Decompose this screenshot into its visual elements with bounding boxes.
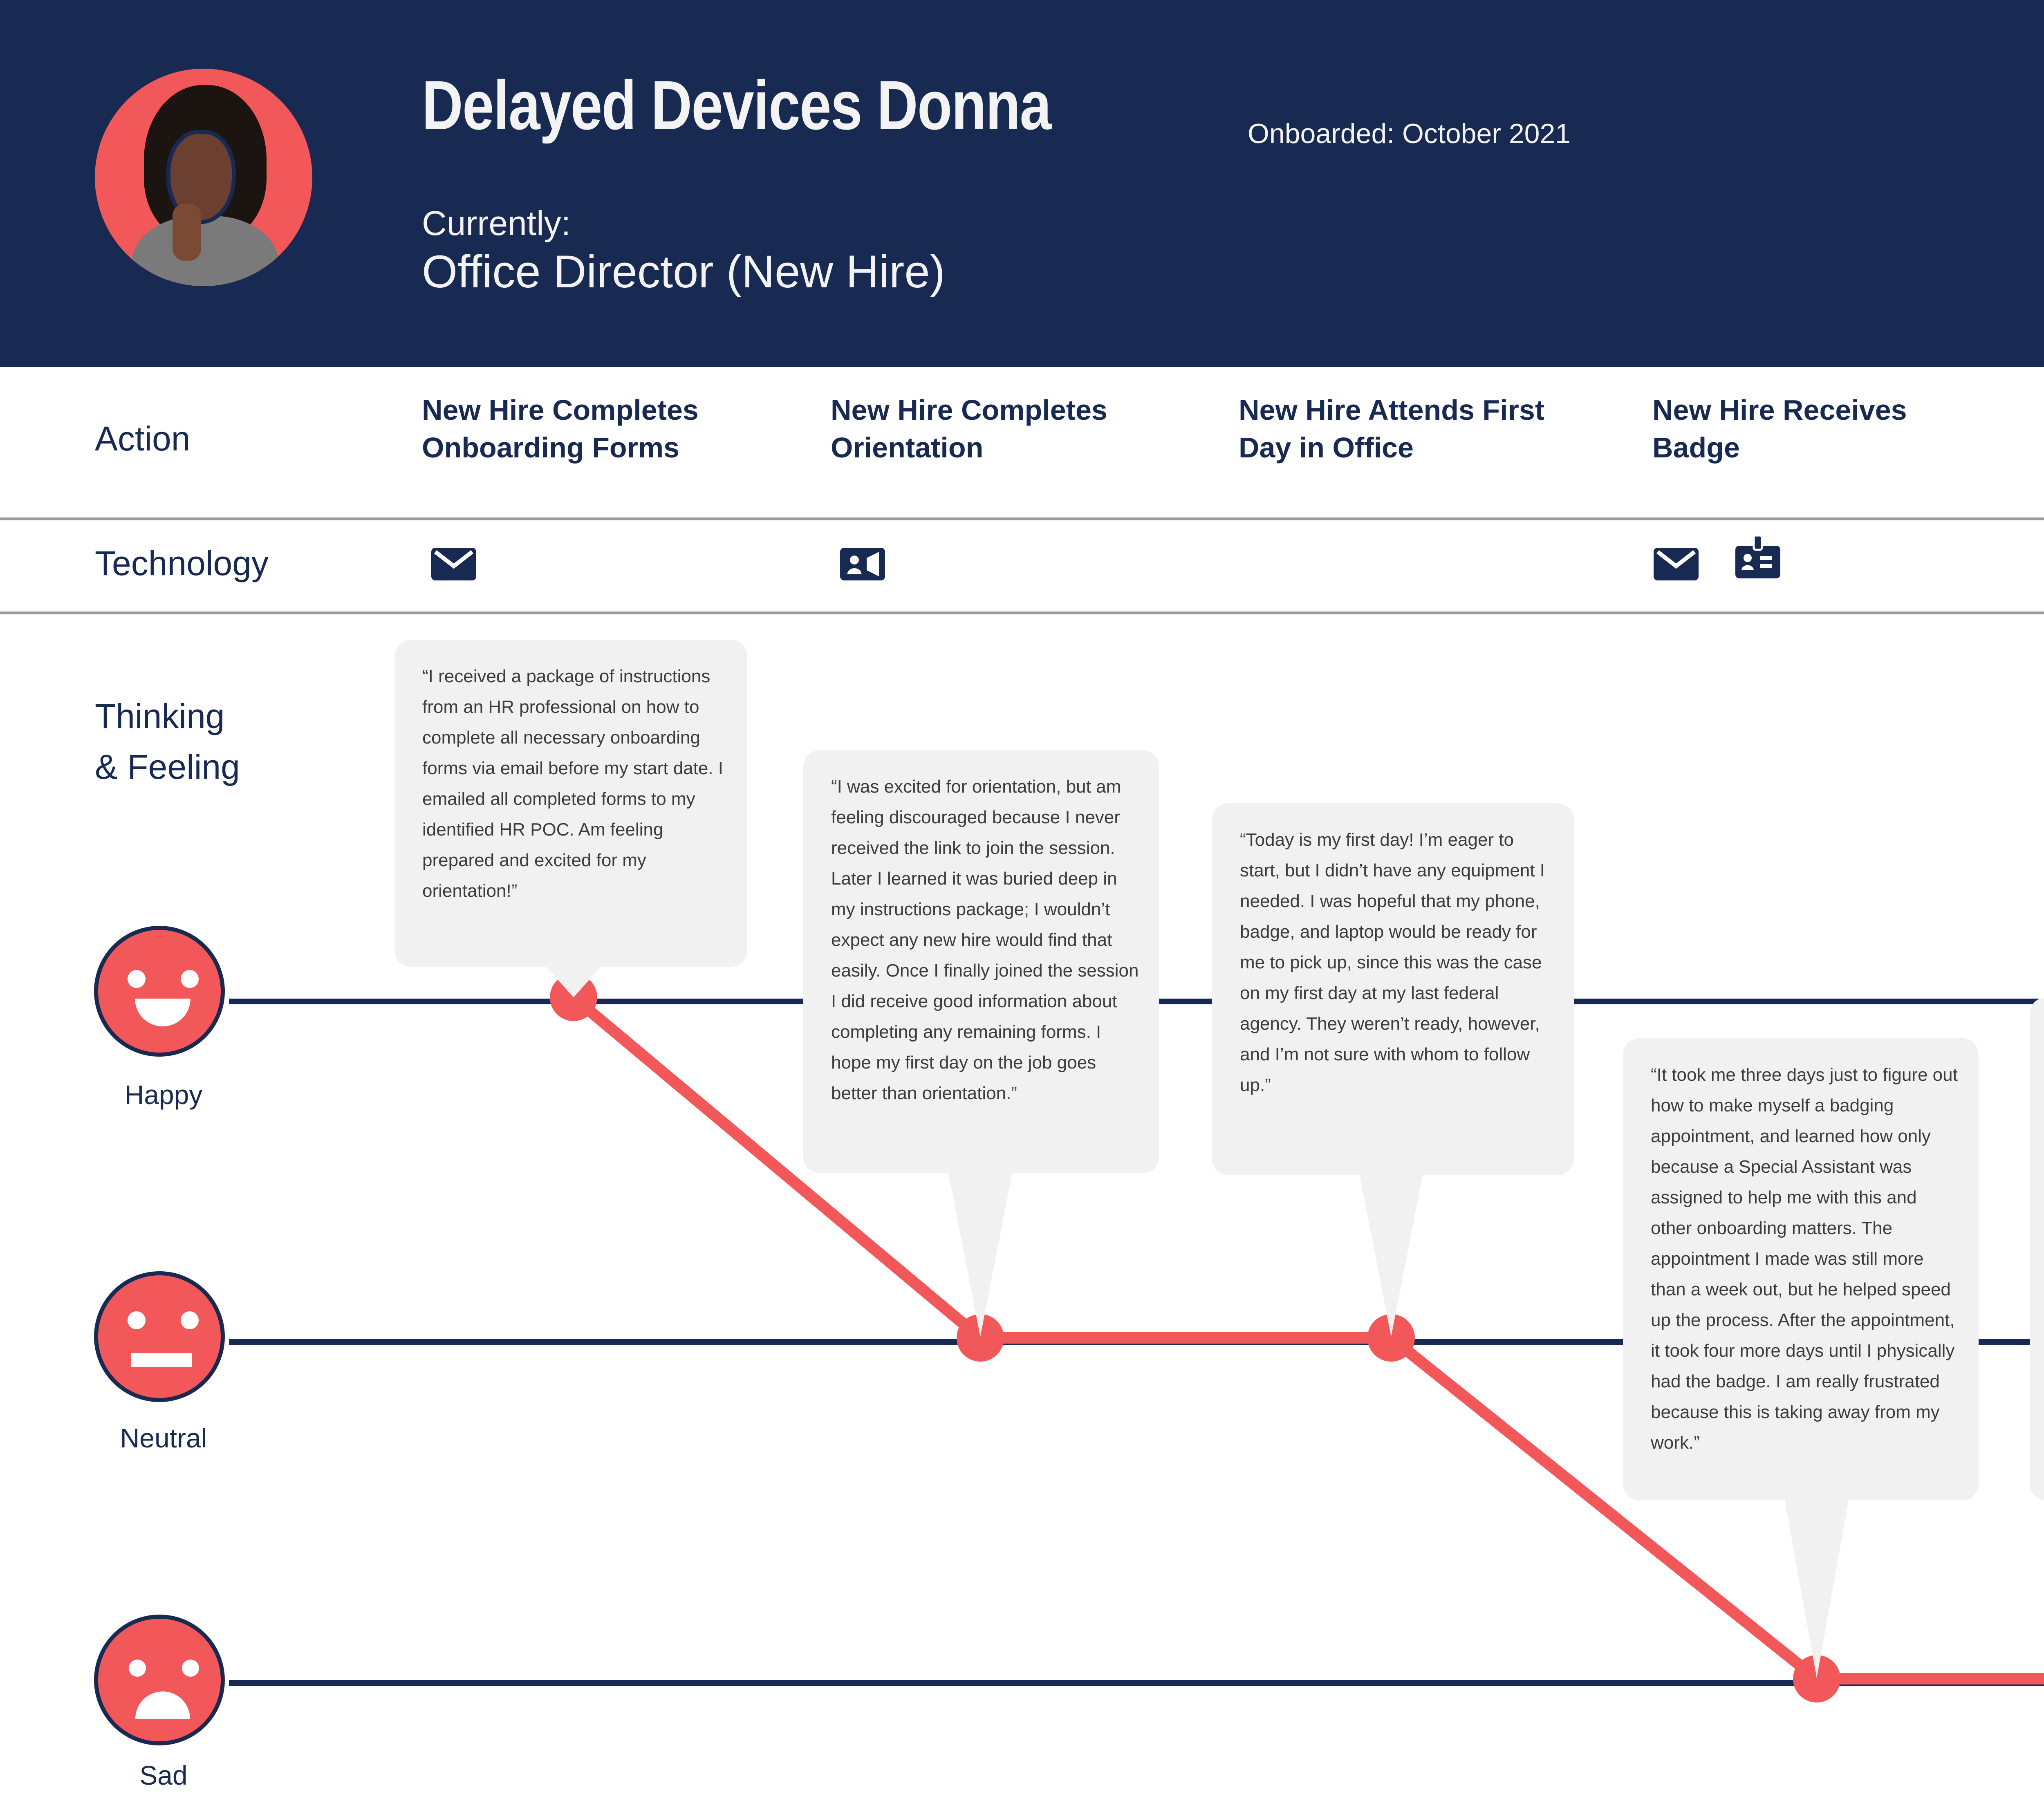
action-line: Badge — [1652, 432, 1740, 464]
badge-icon — [1733, 533, 1782, 582]
bubble-tail — [948, 1169, 1013, 1337]
quote-bubble-5: “After I picked up my badge, I went to t… — [2030, 997, 2044, 1500]
currently-label: Currently: — [422, 204, 571, 242]
row-label-action: Action — [95, 419, 191, 458]
feeling-label-line: & Feeling — [95, 748, 240, 786]
quote-bubble-1: “I received a package of instructions fr… — [394, 640, 747, 967]
video-call-icon — [838, 540, 887, 589]
neutral-label: Neutral — [120, 1423, 207, 1453]
action-stage-4: New Hire Receives Badge — [1652, 391, 2020, 466]
row-label-thinking-feeling: Thinking & Feeling — [95, 691, 240, 792]
bubble-tail — [1784, 1496, 1849, 1678]
sad-scale-line — [229, 1680, 2044, 1686]
row-label-technology: Technology — [95, 544, 269, 582]
happy-label: Happy — [124, 1080, 203, 1110]
bubble-tail — [541, 961, 606, 997]
persona-header: Delayed Devices Donna Onboarded: October… — [0, 0, 2044, 367]
persona-name: Delayed Devices Donna — [422, 67, 1051, 144]
persona-role: Office Director (New Hire) — [422, 246, 945, 297]
neutral-face-icon — [94, 1271, 225, 1402]
bubble-tail — [1358, 1169, 1424, 1337]
action-line: New Hire Completes — [831, 394, 1107, 426]
action-line: New Hire Attends First — [1239, 394, 1545, 426]
action-stage-2: New Hire Completes Orientation — [831, 391, 1199, 466]
row-divider — [0, 612, 2044, 614]
action-stage-1: New Hire Completes Onboarding Forms — [422, 391, 790, 466]
quote-bubble-3: “Today is my first day! I’m eager to sta… — [1212, 803, 1574, 1175]
email-icon — [1652, 540, 1701, 589]
sad-label: Sad — [139, 1760, 188, 1790]
action-line: New Hire Completes — [422, 394, 699, 426]
thinking-label-line: Thinking — [95, 697, 225, 735]
action-line: New Hire Receives — [1652, 394, 1907, 426]
action-line: Day in Office — [1239, 432, 1414, 464]
email-icon — [429, 540, 478, 589]
quote-bubble-2: “I was excited for orientation, but am f… — [803, 750, 1159, 1173]
happy-face-icon — [94, 926, 225, 1057]
persona-avatar — [95, 69, 312, 286]
action-line: Orientation — [831, 432, 984, 464]
action-stage-3: New Hire Attends First Day in Office — [1239, 391, 1607, 466]
sad-face-icon — [94, 1615, 225, 1745]
action-line: Onboarding Forms — [422, 432, 679, 464]
avatar-hand — [173, 204, 201, 261]
avatar-body — [132, 216, 279, 286]
onboarded-date: Onboarded: October 2021 — [1248, 118, 1571, 149]
quote-bubble-4: “It took me three days just to figure ou… — [1623, 1038, 1979, 1500]
row-divider — [0, 517, 2044, 520]
